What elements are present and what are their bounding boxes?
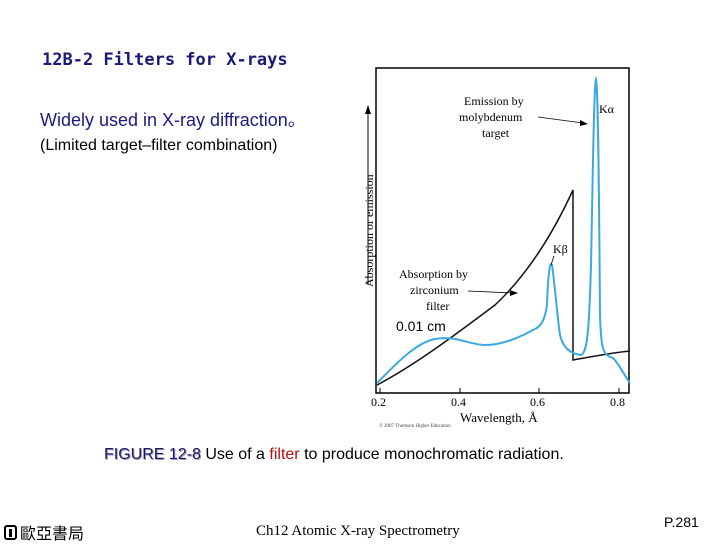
emission-curve [376,75,631,384]
absorption-label-line-3: filter [426,299,449,313]
absorption-label-line-2: zirconium [410,283,459,297]
k-alpha-label: Kα [599,102,615,116]
figure-number: FIGURE 12-8 [104,446,201,463]
emission-arrowhead [580,120,588,126]
figure-copyright: © 2007 Thomson Higher Education [379,423,451,429]
figure-frame [375,67,630,394]
k-beta-label: Kβ [553,242,568,256]
emission-arrow [537,116,584,124]
filter-thickness-label: 0.01 cm [396,318,446,334]
emission-label-line-1: Emission by [464,94,524,108]
caption-text-b: to produce monochromatic radiation. [299,446,564,463]
slide-title: 12B-2 Filters for X-rays [42,50,288,70]
y-axis-label: Absorption or emission [362,174,376,287]
x-tick-label-1: 0.4 [451,395,466,409]
x-axis-label: Wavelength, Å [460,410,538,425]
absorption-arrowhead [510,290,518,296]
x-tick-label-3: 0.8 [610,395,625,409]
absorption-curve [376,189,631,386]
emission-label-line-3: target [482,126,510,140]
filter-figure: Absorption or emission Emission by molyb… [362,67,631,429]
figure-caption: FIGURE 12-8 Use of a filter to produce m… [104,446,564,464]
y-axis-arrowhead [365,105,371,114]
caption-text-a: Use of a [200,446,270,463]
publisher-logo-icon [4,524,17,540]
x-tick-label-0: 0.2 [371,395,386,409]
bullet-text-2: (Limited target–filter combination) [40,137,278,154]
bullet-text-1: Widely used in X-ray diffraction。 [40,110,306,130]
absorption-arrow [467,290,514,294]
x-tick-label-2: 0.6 [530,395,545,409]
publisher-name: 歐亞書局 [20,526,85,543]
caption-keyword: filter [269,446,300,463]
page-number: P.281 [664,514,699,530]
absorption-label-line-1: Absorption by [399,267,468,281]
emission-label-line-2: molybdenum [459,110,523,124]
publisher-logo: 歐亞書局 [4,520,84,544]
k-beta-pointer [550,255,555,266]
course-footer: Ch12 Atomic X-ray Spectrometry [256,523,460,539]
